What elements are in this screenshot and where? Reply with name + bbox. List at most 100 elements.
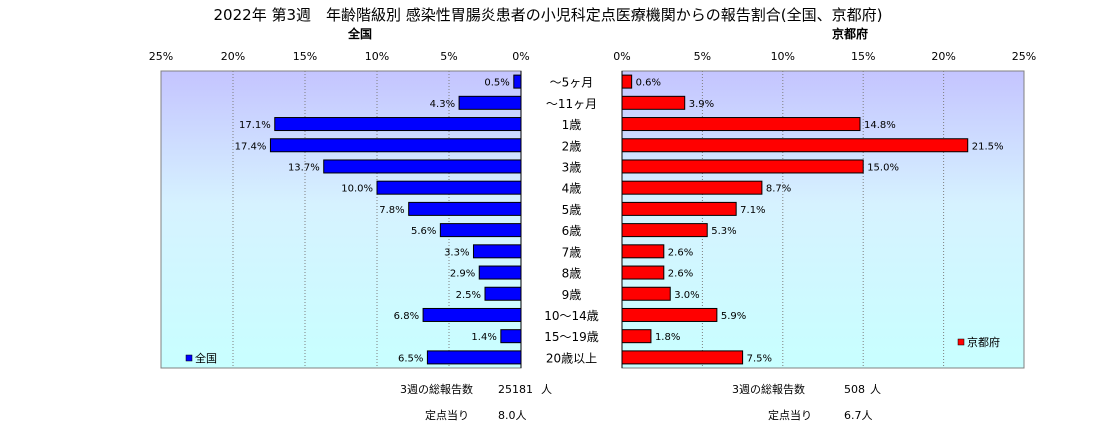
left-x-tick-label: 25% <box>149 50 173 63</box>
age-category-label: 3歳 <box>562 160 582 174</box>
right-total-label: 3週の総報告数 <box>732 382 805 396</box>
kyoto-value-label: 2.6% <box>668 247 693 258</box>
right-x-tick-label: 0% <box>613 50 630 63</box>
nationwide-value-label: 2.9% <box>450 269 475 280</box>
kyoto-bar <box>621 95 686 110</box>
kyoto-value-label: 5.3% <box>711 226 736 237</box>
kyoto-bar <box>621 138 969 153</box>
right-x-tick-label: 5% <box>694 50 711 63</box>
age-category-label: 8歳 <box>562 267 582 281</box>
right-total-unit: 人 <box>870 383 881 396</box>
age-category-label: 9歳 <box>562 288 582 302</box>
nationwide-bar <box>426 350 522 365</box>
kyoto-value-label: 2.6% <box>668 269 693 280</box>
kyoto-value-label: 7.1% <box>740 205 765 216</box>
age-category-label: 6歳 <box>562 224 582 238</box>
kyoto-bar <box>621 74 633 89</box>
nationwide-bar <box>478 265 522 280</box>
kyoto-bar <box>621 286 671 301</box>
nationwide-bar <box>513 74 522 89</box>
left-legend-swatch <box>185 354 193 362</box>
nationwide-bar <box>500 329 522 344</box>
nationwide-bar <box>458 95 522 110</box>
age-category-label: 1歳 <box>562 118 582 132</box>
nationwide-bar <box>472 244 522 259</box>
nationwide-value-label: 1.4% <box>471 332 496 343</box>
kyoto-value-label: 3.9% <box>689 99 714 110</box>
right-legend-swatch <box>957 338 965 346</box>
age-category-label: ～5ヶ月 <box>550 76 594 90</box>
kyoto-bar <box>621 117 861 132</box>
nationwide-value-label: 13.7% <box>288 162 320 173</box>
nationwide-value-label: 3.3% <box>444 247 469 258</box>
right-legend-label: 京都府 <box>967 335 1000 349</box>
left-x-tick-label: 15% <box>293 50 317 63</box>
right-x-tick-label: 25% <box>1012 50 1036 63</box>
left-total-value: 25181 <box>498 383 533 396</box>
nationwide-value-label: 17.4% <box>235 141 267 152</box>
left-per-point-label: 定点当り <box>425 408 469 422</box>
right-x-tick-label: 15% <box>851 50 875 63</box>
left-x-tick-label: 0% <box>512 50 529 63</box>
right-per-point-value: 6.7人 <box>844 409 873 422</box>
kyoto-bar <box>621 329 652 344</box>
kyoto-value-label: 0.6% <box>636 78 661 89</box>
kyoto-value-label: 21.5% <box>972 141 1004 152</box>
right-panel-title: 京都府 <box>832 26 868 41</box>
age-category-label: ～11ヶ月 <box>546 97 597 111</box>
age-category-label: 5歳 <box>562 203 582 217</box>
left-plot-area <box>160 70 522 369</box>
right-total-value: 508 <box>844 383 865 396</box>
nationwide-value-label: 4.3% <box>430 99 455 110</box>
left-panel-title: 全国 <box>347 26 372 41</box>
right-plot-area <box>621 70 1025 369</box>
kyoto-bar <box>621 307 718 322</box>
kyoto-value-label: 14.8% <box>864 120 896 131</box>
chart-title: 2022年 第3週 年齢階級別 感染性胃腸炎患者の小児科定点医療機関からの報告割… <box>214 6 883 24</box>
age-category-label: 10～14歳 <box>544 309 599 323</box>
kyoto-bar <box>621 201 737 216</box>
nationwide-value-label: 17.1% <box>239 120 271 131</box>
left-x-tick-label: 10% <box>365 50 389 63</box>
nationwide-bar <box>323 159 522 174</box>
nationwide-value-label: 6.8% <box>394 311 419 322</box>
nationwide-bar <box>274 117 522 132</box>
age-category-label: 7歳 <box>562 245 582 259</box>
nationwide-value-label: 7.8% <box>379 205 404 216</box>
nationwide-value-label: 6.5% <box>398 353 423 364</box>
kyoto-bar <box>621 265 665 280</box>
nationwide-bar <box>484 286 522 301</box>
age-category-label: 15～19歳 <box>544 330 599 344</box>
nationwide-bar <box>422 307 522 322</box>
right-x-tick-label: 20% <box>931 50 955 63</box>
nationwide-bar <box>376 180 522 195</box>
nationwide-value-label: 0.5% <box>484 78 509 89</box>
kyoto-value-label: 5.9% <box>721 311 746 322</box>
age-category-label: 2歳 <box>562 139 582 153</box>
kyoto-value-label: 7.5% <box>747 353 772 364</box>
age-category-label: 4歳 <box>562 182 582 196</box>
kyoto-value-label: 8.7% <box>766 184 791 195</box>
kyoto-value-label: 15.0% <box>867 162 899 173</box>
kyoto-value-label: 3.0% <box>674 290 699 301</box>
left-legend-label: 全国 <box>195 351 217 365</box>
left-total-label: 3週の総報告数 <box>400 382 473 396</box>
kyoto-value-label: 1.8% <box>655 332 680 343</box>
nationwide-bar <box>408 201 522 216</box>
nationwide-bar <box>269 138 522 153</box>
left-per-point-value: 8.0人 <box>498 409 527 422</box>
right-x-tick-label: 10% <box>771 50 795 63</box>
kyoto-bar <box>621 244 665 259</box>
nationwide-value-label: 5.6% <box>411 226 436 237</box>
nationwide-value-label: 2.5% <box>456 290 481 301</box>
kyoto-bar <box>621 350 744 365</box>
left-x-tick-label: 20% <box>221 50 245 63</box>
right-per-point-label: 定点当り <box>768 408 812 422</box>
age-category-label: 20歳以上 <box>546 351 597 365</box>
nationwide-bar <box>439 223 522 238</box>
kyoto-bar <box>621 180 763 195</box>
nationwide-value-label: 10.0% <box>341 184 373 195</box>
left-x-tick-label: 5% <box>440 50 457 63</box>
left-total-unit: 人 <box>541 383 552 396</box>
